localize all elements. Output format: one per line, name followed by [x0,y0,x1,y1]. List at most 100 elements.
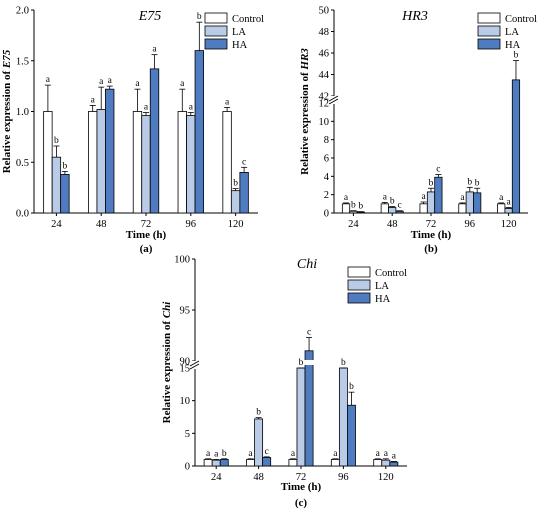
panel-c-bar-break-gap [295,360,307,365]
panel-c-bar-control [373,459,383,467]
panel-c-y-axis-label: Relative expression of Chi [161,301,173,424]
panel-c-bar-break-gap [304,360,315,365]
panel-c-significance-letter: b [299,358,304,368]
panel-a-significance-letter: a [91,95,96,105]
panel-a-bar-control [132,111,143,214]
panel-a-bar-control [222,111,232,214]
panel-b-significance-letter: a [499,193,504,203]
panel-b-significance-letter: b [467,177,472,187]
panel-a-bar-control [177,111,187,214]
panel-a-legend-label: HA [232,40,248,51]
panel-b-y-tick-label: 0 [324,209,329,220]
panel-c-y-tick-label: 5 [185,429,190,440]
panel-b-bar-control [341,203,351,214]
panel-a-significance-letter: b [54,136,59,146]
panel-a-legend-swatch-control [204,12,228,24]
panel-b-bar-control [380,203,389,214]
panel-b-y-tick-label: 12 [319,99,330,110]
panel-a-significance-letter: a [108,76,113,86]
panel-c-significance-letter: a [392,451,397,461]
panel-c-bar-la [211,459,221,467]
panel-c-y-tick-label: 15 [180,364,191,375]
panel-a-legend-label: Control [232,14,264,25]
panel-b-bar-control [458,203,467,214]
panel-b-significance-letter: b [358,202,363,212]
panel-b-legend-swatch-la [477,25,501,37]
panel-b-y-tick-label: 48 [319,27,330,38]
panel-c-significance-letter: a [376,449,381,459]
panel-a-legend-swatch-la [204,25,228,37]
panel-b-significance-letter: c [397,201,401,211]
panel-b-y-tick-label: 4 [324,172,330,183]
panel-a-y-tick-label: 0.5 [16,158,29,169]
panel-a-bar-ha [60,174,70,214]
panel-b-y-tick-label: 8 [324,135,329,146]
panel-c-axis-break-gap [191,361,199,369]
panel-c-y-tick-label: 0 [185,462,190,473]
panel-b-axis-break-mark [328,95,339,102]
panel-b-y-tick-label: 50 [319,6,330,17]
panel-b-y-tick-label: 2 [324,190,329,201]
panel-a-bar-la [96,109,106,214]
panel-b-legend-swatch-control [477,12,501,24]
panel-b-bar-ha [395,210,404,214]
panel-a-x-axis-label: Time (h) [126,229,167,241]
panel-a-significance-letter: a [189,103,194,113]
panel-a-significance-letter: a [225,97,230,107]
panel-a-significance-letter: a [152,45,157,55]
panel-b-y-axis-label: Relative expression of HR3 [299,48,311,175]
panel-a-x-tick-label: 120 [228,219,244,230]
panel-a-legend-label: LA [232,27,246,38]
panel-b-significance-letter: a [506,198,511,208]
panel-c-title: Chi [297,257,317,272]
panel-b-significance-letter: b [429,178,434,188]
panel-a-significance-letter: b [63,161,68,171]
panel-c-bar-ha [262,457,272,467]
panel-c-x-axis-label: Time (h) [281,481,322,493]
panel-a-y-axis-label-text: Relative expression of [1,68,13,173]
panel-b-y-tick-label: 6 [324,154,329,165]
panel-c-bar-ha [219,459,229,467]
panel-a-y-tick-label: 2.0 [16,6,29,17]
panel-b-bar-ha [356,211,365,214]
panel-c-significance-letter: a [384,449,389,459]
panel-c-bar-control [203,459,213,467]
panel-b-x-tick-label: 24 [348,219,359,230]
panel-c-legend-label: HA [375,294,391,305]
panel-b-x-tick-label: 120 [501,219,517,230]
panel-c-significance-letter: c [265,447,269,457]
panel-b-legend-label: LA [505,27,519,38]
panel-b-bar-la [504,208,513,214]
panel-b-bar-control [497,203,506,214]
panel-a-significance-letter: a [144,103,149,113]
panel-a-bar-control [88,111,98,214]
panel-b-bar-la [388,207,397,214]
panel-a-panel-label: (a) [140,243,153,255]
panel-b-significance-letter: b [351,201,356,211]
panel-b-bar-la [465,191,474,214]
panel-b-legend-swatch-ha [477,38,501,50]
panel-b-y-axis-label-text: Relative expression of [299,70,311,175]
panel-a-x-tick-label: 24 [51,219,62,230]
panel-b-x-axis-label: Time (h) [411,229,452,241]
panel-c-bar-break-gap [338,360,349,365]
panel-c-legend-label: Control [375,268,407,279]
panel-c-significance-letter: a [333,449,338,459]
panel-b-x-tick-label: 96 [465,219,476,230]
panel-c-x-tick-label: 48 [253,472,264,483]
panel-c-significance-letter: b [349,382,354,392]
panel-c-axis-break-mark [189,360,200,367]
panel-b-y-tick-label: 10 [319,117,330,128]
panel-b-bar-control [419,203,428,214]
panel-b-legend-label: Control [505,14,537,25]
panel-b-y-tick-label: 46 [319,49,330,60]
panel-b-title: HR3 [401,9,428,24]
panel-a-bar-control [43,111,53,214]
panel-a-bar-ha [105,88,115,214]
panel-a-y-axis-label-gene: E75 [1,49,13,69]
panel-c-bar-ha [389,461,399,467]
panel-c-significance-letter: b [222,449,227,459]
panel-b-significance-letter: a [460,193,465,203]
panel-a-title: E75 [138,9,162,24]
